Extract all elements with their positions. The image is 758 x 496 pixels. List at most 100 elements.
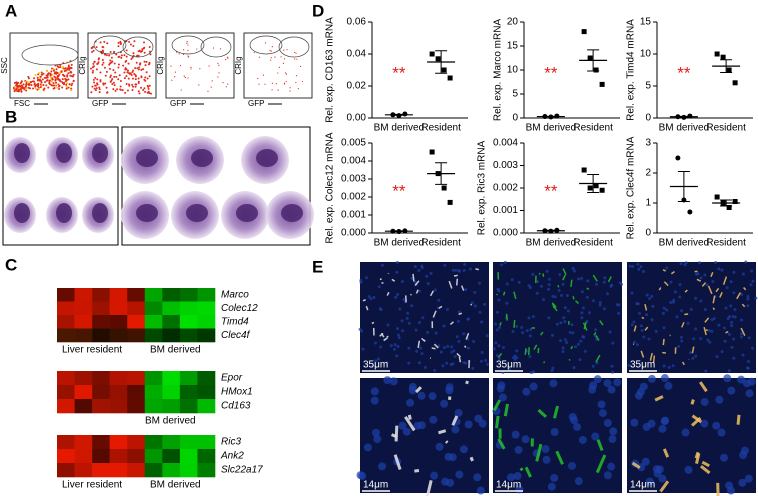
nucleus <box>577 277 581 281</box>
flow-dot <box>208 65 210 67</box>
vessel <box>649 352 653 361</box>
nucleus <box>445 361 449 365</box>
flow-dot <box>61 73 64 76</box>
vessel <box>592 274 598 282</box>
nucleus <box>588 385 597 394</box>
flow-dot <box>146 84 149 87</box>
flow-dot <box>123 54 126 57</box>
nucleus <box>373 435 382 444</box>
flow-dot <box>119 88 122 91</box>
flow-dot <box>148 45 151 48</box>
nucleus <box>440 399 449 408</box>
nucleus <box>455 335 459 339</box>
heatmap-cell <box>144 435 163 450</box>
nucleus <box>715 395 724 404</box>
flow-dot <box>147 90 150 93</box>
flow-dot <box>91 66 94 69</box>
vessel <box>654 395 664 402</box>
vessel <box>652 355 656 363</box>
flow-dot <box>33 77 36 80</box>
x-tick-label: BM derived <box>659 238 710 249</box>
flow-dot <box>117 41 120 44</box>
flow-dot <box>70 63 73 66</box>
nucleus <box>710 329 714 333</box>
nucleus <box>417 269 421 273</box>
flow-dot <box>115 53 118 56</box>
nucleus <box>637 267 641 271</box>
nucleus <box>418 289 422 293</box>
scale-label: 14μm <box>496 480 521 491</box>
nucleus <box>679 262 683 266</box>
flow-dot <box>127 77 130 80</box>
vessel <box>383 337 388 342</box>
micrograph <box>493 262 622 373</box>
nucleus <box>464 420 473 429</box>
flow-dot <box>269 49 271 52</box>
nucleus <box>459 445 468 454</box>
axis-label: CRIg <box>156 56 165 74</box>
nucleus <box>426 331 430 335</box>
flow-dot <box>65 82 68 85</box>
vessel <box>740 327 746 337</box>
nucleus <box>631 265 635 269</box>
flow-dot <box>94 84 97 87</box>
flow-plot <box>165 32 235 99</box>
flow-dot <box>123 77 126 80</box>
nucleus <box>586 279 590 283</box>
flow-dot <box>109 76 112 79</box>
flow-dot <box>20 90 23 93</box>
nucleus <box>517 280 521 284</box>
nucleus <box>361 347 365 351</box>
flow-dot <box>64 77 67 80</box>
vessel <box>380 332 385 338</box>
nucleus <box>732 337 736 341</box>
nucleus <box>708 340 712 344</box>
nucleus <box>665 308 669 312</box>
heatmap-cell <box>74 399 93 414</box>
nucleus <box>466 346 470 350</box>
nucleus <box>603 471 612 480</box>
vessel <box>553 405 560 419</box>
y-tick-label: 15 <box>507 41 519 52</box>
nucleus <box>56 143 72 163</box>
nucleus <box>457 269 461 273</box>
flow-dot <box>148 84 151 87</box>
nucleus <box>423 365 427 369</box>
flow-dot <box>119 85 122 88</box>
flow-dot <box>145 60 148 63</box>
vessel <box>362 298 367 302</box>
flow-dot <box>278 66 280 68</box>
vessel <box>394 425 399 442</box>
y-axis-label: Rel. exp. CD163 mRNA <box>325 17 336 123</box>
nucleus <box>473 473 482 482</box>
flow-dot <box>38 72 41 75</box>
heatmap-cell <box>179 449 198 464</box>
gate <box>278 36 310 58</box>
nucleus <box>573 422 582 431</box>
flow-dot <box>98 88 101 91</box>
data-point <box>726 205 732 210</box>
flow-dot <box>170 65 172 67</box>
flow-dot <box>114 71 117 74</box>
nucleus <box>694 327 698 331</box>
nucleus <box>435 442 444 451</box>
heatmap-cell <box>127 399 146 414</box>
heatmap-cell <box>92 449 110 464</box>
flow-dot <box>65 87 68 90</box>
nucleus <box>476 486 485 495</box>
nucleus <box>677 344 681 348</box>
flow-dot <box>264 83 266 85</box>
flow-dot <box>212 47 215 49</box>
nucleus <box>419 346 423 350</box>
vessel <box>595 335 600 341</box>
flow-dot <box>289 90 291 92</box>
nucleus <box>580 311 584 315</box>
flow-dot <box>124 60 127 63</box>
vessel <box>690 399 695 405</box>
flow-dot <box>111 82 114 85</box>
heatmap-cell <box>57 328 75 343</box>
nucleus <box>559 339 563 343</box>
flow-dot <box>39 75 42 78</box>
vessel <box>499 322 502 326</box>
nucleus <box>566 309 570 313</box>
